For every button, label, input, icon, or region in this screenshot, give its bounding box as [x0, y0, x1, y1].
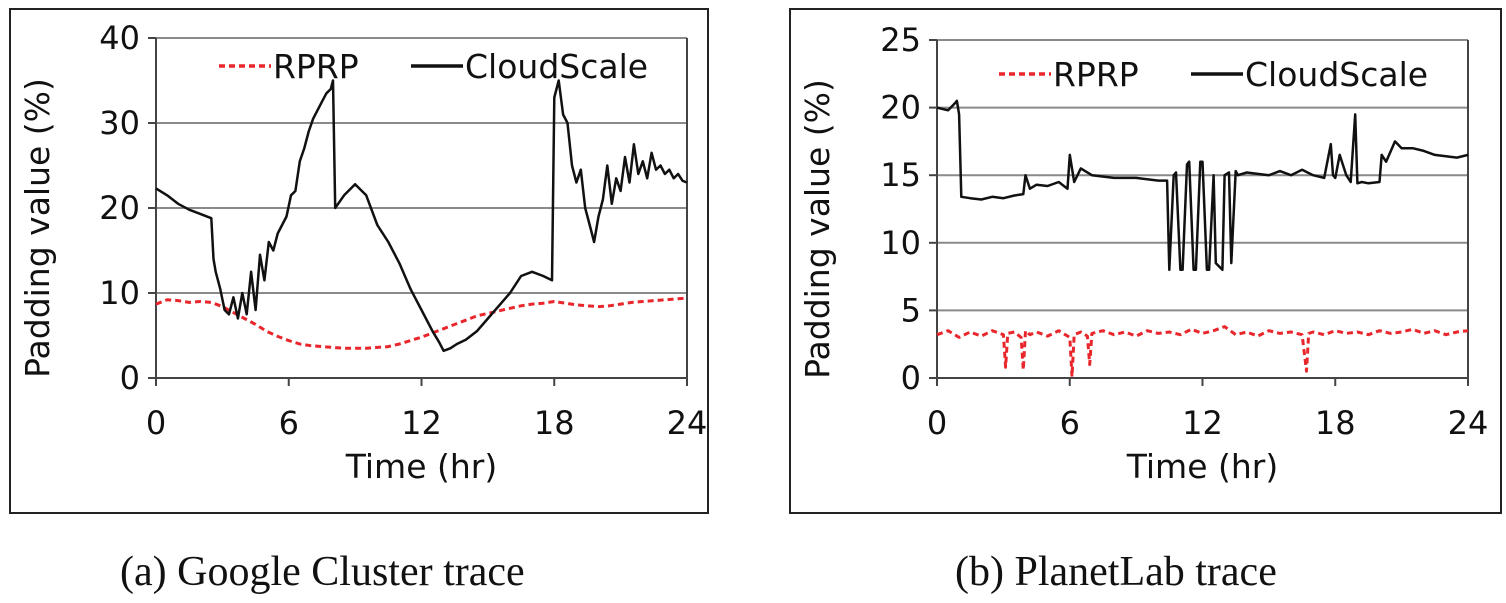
series-line-rprp [936, 325, 1469, 379]
caption-b: (b) PlanetLab trace [955, 549, 1277, 595]
chart-panel-b: 0 5 10 15 20 25 0 6 12 18 24 Time (hr) Padding value… [789, 8, 1502, 514]
x-tick-label: 12 [401, 404, 442, 442]
series-line-cloudscale [155, 79, 688, 353]
y-tick-label: 20 [99, 189, 140, 227]
x-tick-label: 12 [1182, 404, 1223, 442]
legend-label-cloudscale: CloudScale [1245, 55, 1428, 94]
y-tick-label: 40 [99, 19, 140, 57]
legend-label-cloudscale: CloudScale [465, 47, 648, 86]
x-axis-label: Time (hr) [345, 447, 497, 486]
x-tick-label: 18 [1315, 404, 1356, 442]
x-tick-label: 18 [534, 404, 575, 442]
chart-b-svg: 0 5 10 15 20 25 0 6 12 18 24 Time (hr) Padding value… [798, 21, 1489, 486]
y-tick-label: 10 [99, 274, 140, 312]
y-tick-label: 0 [120, 359, 140, 397]
y-axis-label: Padding value (%) [798, 79, 837, 379]
chart-a-svg: 0 10 20 30 40 0 6 12 18 24 Time (hr) Padding value … [18, 19, 708, 486]
x-tick-label: 0 [146, 404, 166, 442]
y-tick-label: 10 [880, 224, 921, 262]
y-tick-label: 5 [901, 291, 921, 329]
x-tick-label: 0 [927, 404, 947, 442]
x-axis-label: Time (hr) [1126, 447, 1278, 486]
x-tick-label: 6 [1060, 404, 1080, 442]
series-line-rprp [155, 296, 688, 350]
y-tick-label: 0 [901, 359, 921, 397]
x-tick-label: 6 [279, 404, 299, 442]
y-axis-label: Padding value (%) [18, 78, 57, 378]
caption-a: (a) Google Cluster trace [120, 549, 525, 595]
legend-label-rprp: RPRP [273, 47, 359, 86]
x-tick-label: 24 [1448, 404, 1489, 442]
x-tick-label: 24 [667, 404, 708, 442]
y-tick-label: 15 [880, 156, 921, 194]
chart-panel-a: 0 10 20 30 40 0 6 12 18 24 Time (hr) Padding value … [9, 8, 709, 514]
y-tick-label: 20 [880, 89, 921, 127]
series-line-cloudscale [936, 99, 1469, 272]
legend-label-rprp: RPRP [1053, 55, 1139, 94]
y-tick-label: 30 [99, 104, 140, 142]
y-tick-label: 25 [880, 21, 921, 59]
